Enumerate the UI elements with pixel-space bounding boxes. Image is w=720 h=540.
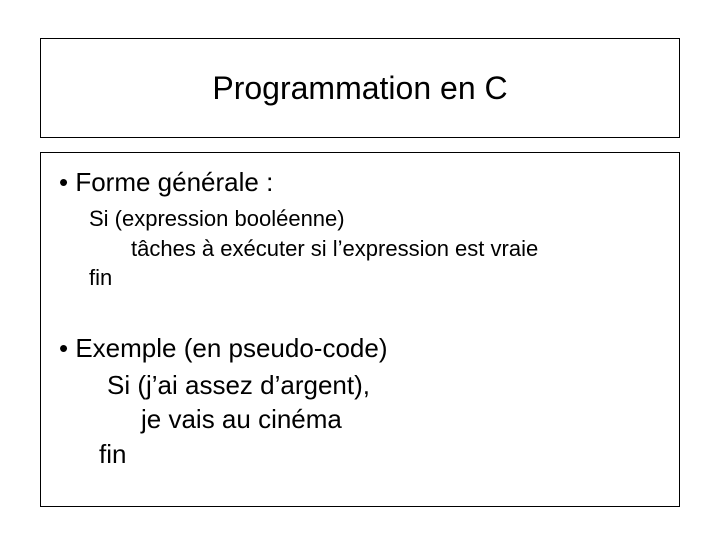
section2-line2: je vais au cinéma	[59, 402, 661, 436]
section2-line1: Si (j’ai assez d’argent),	[59, 368, 661, 402]
content-box: • Forme générale : Si (expression boolée…	[40, 152, 680, 507]
section2-line3: fin	[59, 437, 661, 471]
slide-container: Programmation en C • Forme générale : Si…	[0, 0, 720, 540]
section1-line1: Si (expression booléenne)	[59, 204, 661, 234]
slide-title: Programmation en C	[212, 70, 507, 107]
section1-heading: • Forme générale :	[59, 167, 661, 198]
section1-line3: fin	[59, 263, 661, 293]
section-gap	[59, 293, 661, 333]
section2-heading: • Exemple (en pseudo-code)	[59, 333, 661, 364]
section1-line2: tâches à exécuter si l’expression est vr…	[59, 234, 661, 264]
title-box: Programmation en C	[40, 38, 680, 138]
